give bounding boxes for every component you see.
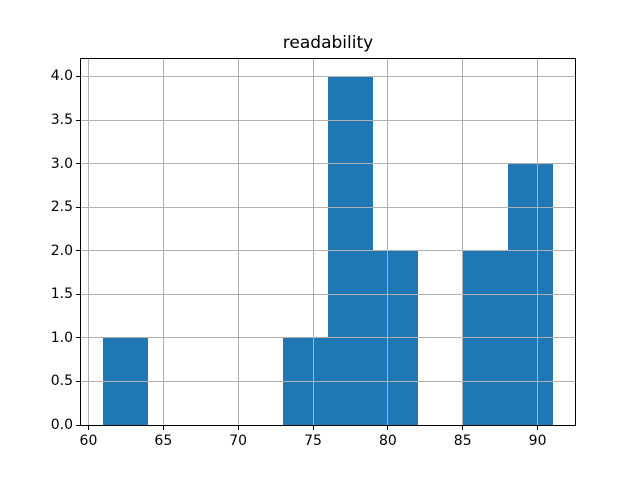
y-tick-label: 3.0 <box>50 155 73 172</box>
grid-line-vertical <box>462 59 464 425</box>
y-tick-mark <box>76 250 80 252</box>
x-tick-label: 90 <box>528 433 547 449</box>
x-tick-mark <box>462 426 464 430</box>
y-tick-label: 2.5 <box>50 199 73 216</box>
y-tick-label: 2.0 <box>50 242 73 259</box>
grid-line-horizontal <box>81 424 575 425</box>
x-tick-mark <box>387 426 389 430</box>
x-tick-label: 60 <box>79 433 98 449</box>
y-tick-mark <box>76 337 80 339</box>
y-tick-mark <box>76 119 80 121</box>
y-tick-mark <box>76 293 80 295</box>
y-tick-label: 3.5 <box>50 112 73 128</box>
grid-line-horizontal <box>81 380 575 382</box>
grid-line-horizontal <box>81 293 575 295</box>
grid-line-vertical <box>162 59 164 425</box>
y-tick-mark <box>76 163 80 165</box>
x-tick-mark <box>87 426 89 430</box>
y-tick-label: 0.5 <box>50 373 73 390</box>
x-tick-mark <box>162 426 164 430</box>
grid-line-vertical <box>537 59 539 425</box>
grid-line-horizontal <box>81 250 575 252</box>
y-tick-label: 0.0 <box>50 417 73 433</box>
x-tick-mark <box>312 426 314 430</box>
grid-line-vertical <box>312 59 314 425</box>
chart-title: readability <box>282 33 374 53</box>
grid-line-horizontal <box>81 163 575 165</box>
x-tick-label: 70 <box>229 433 248 449</box>
x-tick-label: 75 <box>304 433 322 449</box>
x-tick-mark <box>537 426 539 430</box>
plot-inner <box>81 59 575 425</box>
grid-line-vertical <box>387 59 389 425</box>
y-tick-label: 4.0 <box>50 68 73 85</box>
y-tick-mark <box>76 206 80 208</box>
x-tick-label: 80 <box>378 433 397 449</box>
grid-line-horizontal <box>81 119 575 121</box>
grid-line-vertical <box>237 59 239 425</box>
grid-line-horizontal <box>81 75 575 77</box>
plot-area <box>80 58 576 426</box>
x-tick-label: 65 <box>154 433 173 449</box>
y-tick-label: 1.5 <box>50 286 73 303</box>
y-tick-mark <box>76 75 80 77</box>
grid-line-horizontal <box>81 206 575 208</box>
grid-line-horizontal <box>81 337 575 339</box>
y-tick-label: 1.0 <box>50 329 73 346</box>
y-tick-mark <box>76 380 80 382</box>
y-tick-mark <box>76 424 80 426</box>
x-tick-mark <box>237 426 239 430</box>
x-tick-label: 85 <box>453 433 472 449</box>
grid-line-vertical <box>87 59 89 425</box>
